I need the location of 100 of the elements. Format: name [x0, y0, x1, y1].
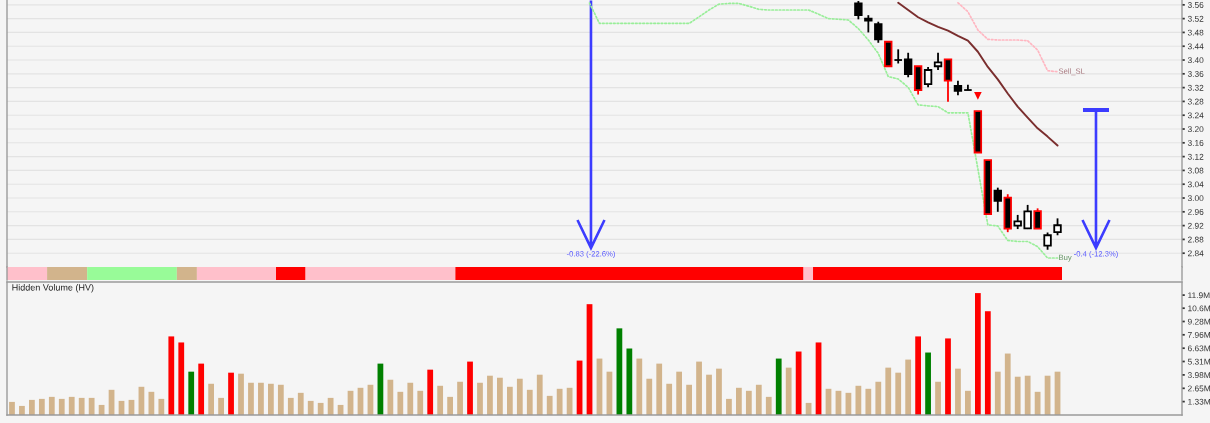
bar — [915, 336, 922, 415]
bar — [29, 399, 35, 415]
y-tick-label: 3.00 — [1187, 195, 1204, 202]
bar — [467, 361, 473, 415]
bar — [148, 391, 155, 415]
bar — [716, 368, 722, 415]
bar — [317, 402, 324, 415]
bar — [7, 267, 48, 280]
bar — [78, 397, 85, 415]
bar — [437, 385, 444, 415]
bar — [447, 396, 453, 415]
line-series — [957, 1, 1059, 73]
chart-title: Hidden Volume (HV) — [12, 284, 94, 293]
bar — [1024, 375, 1031, 415]
bar — [327, 397, 334, 415]
candlestick — [874, 20, 883, 44]
bar — [974, 293, 981, 415]
candlestick — [854, 0, 863, 21]
bar — [895, 372, 902, 415]
bar — [506, 386, 513, 415]
bar — [726, 398, 732, 415]
bar — [945, 338, 951, 415]
bar — [1034, 391, 1041, 415]
bar — [457, 381, 463, 415]
bar — [58, 398, 65, 415]
bar — [646, 378, 653, 415]
bar — [803, 267, 814, 280]
bar — [965, 390, 971, 415]
bar — [1014, 376, 1021, 415]
bar — [666, 383, 673, 415]
bar — [455, 267, 804, 280]
bar — [955, 368, 961, 415]
y-tick-label: 3.28 — [1187, 98, 1204, 105]
bar — [556, 388, 563, 415]
y-tick-label: 3.24 — [1187, 112, 1204, 119]
y-tick-label: 2.92 — [1187, 222, 1204, 229]
y-tick-label: 3.20 — [1187, 126, 1204, 133]
y-tick-label: 3.56 — [1187, 2, 1204, 8]
candlestick — [993, 186, 1002, 213]
y-tick-label: 3.32 — [1187, 84, 1204, 91]
bar — [305, 267, 456, 280]
bar — [855, 385, 862, 415]
bar — [178, 342, 185, 415]
y-tick-label: 5.31M — [1187, 358, 1210, 365]
bar — [417, 390, 424, 415]
candlestick — [893, 48, 903, 65]
bar — [745, 390, 752, 415]
bar — [188, 371, 195, 415]
bar — [307, 400, 314, 415]
bar — [536, 374, 543, 415]
bar — [686, 384, 692, 415]
bar — [47, 267, 88, 280]
y-tick-label: 3.16 — [1187, 140, 1204, 146]
y-tick-label: 2.96 — [1187, 209, 1204, 215]
bar — [9, 401, 15, 415]
bar — [516, 378, 523, 415]
bar — [875, 381, 882, 415]
y-tick-label: 3.36 — [1187, 71, 1204, 77]
y-tick-label: 3.08 — [1187, 167, 1204, 174]
bar — [196, 267, 277, 280]
bar — [785, 367, 792, 415]
bar — [276, 267, 306, 280]
y-tick-label: 10.6M — [1188, 305, 1210, 312]
y-tick-label: 2.65M — [1187, 385, 1210, 392]
bar — [775, 358, 782, 415]
bar — [297, 392, 304, 415]
y-tick-label: 6.63M — [1187, 345, 1210, 352]
bar — [68, 396, 75, 415]
bar — [277, 384, 284, 415]
bar — [497, 377, 503, 415]
bar — [487, 375, 493, 415]
bar — [925, 352, 931, 415]
bar — [984, 311, 991, 415]
bar — [228, 372, 234, 415]
y-tick-label: 3.52 — [1187, 15, 1204, 22]
bar — [477, 382, 483, 415]
bar — [218, 397, 224, 415]
bar — [168, 336, 175, 415]
bar — [935, 381, 941, 415]
bar — [19, 405, 25, 415]
bar — [905, 359, 912, 415]
line-series — [897, 1, 1059, 147]
bar — [407, 382, 414, 415]
bar — [626, 348, 633, 415]
y-tick-label: 3.40 — [1187, 57, 1204, 64]
bar — [706, 374, 712, 415]
bar — [865, 388, 872, 415]
y-tick-label: 11.9M — [1188, 292, 1210, 299]
bar — [88, 397, 95, 415]
candlestick — [923, 66, 933, 89]
bar — [636, 358, 643, 415]
bar — [427, 369, 434, 415]
bar — [765, 396, 772, 415]
bar — [38, 398, 45, 415]
bar — [813, 267, 1062, 280]
bar — [287, 397, 294, 415]
bar — [267, 383, 274, 415]
bar — [208, 383, 215, 415]
bar — [696, 361, 702, 415]
bar — [526, 389, 533, 415]
